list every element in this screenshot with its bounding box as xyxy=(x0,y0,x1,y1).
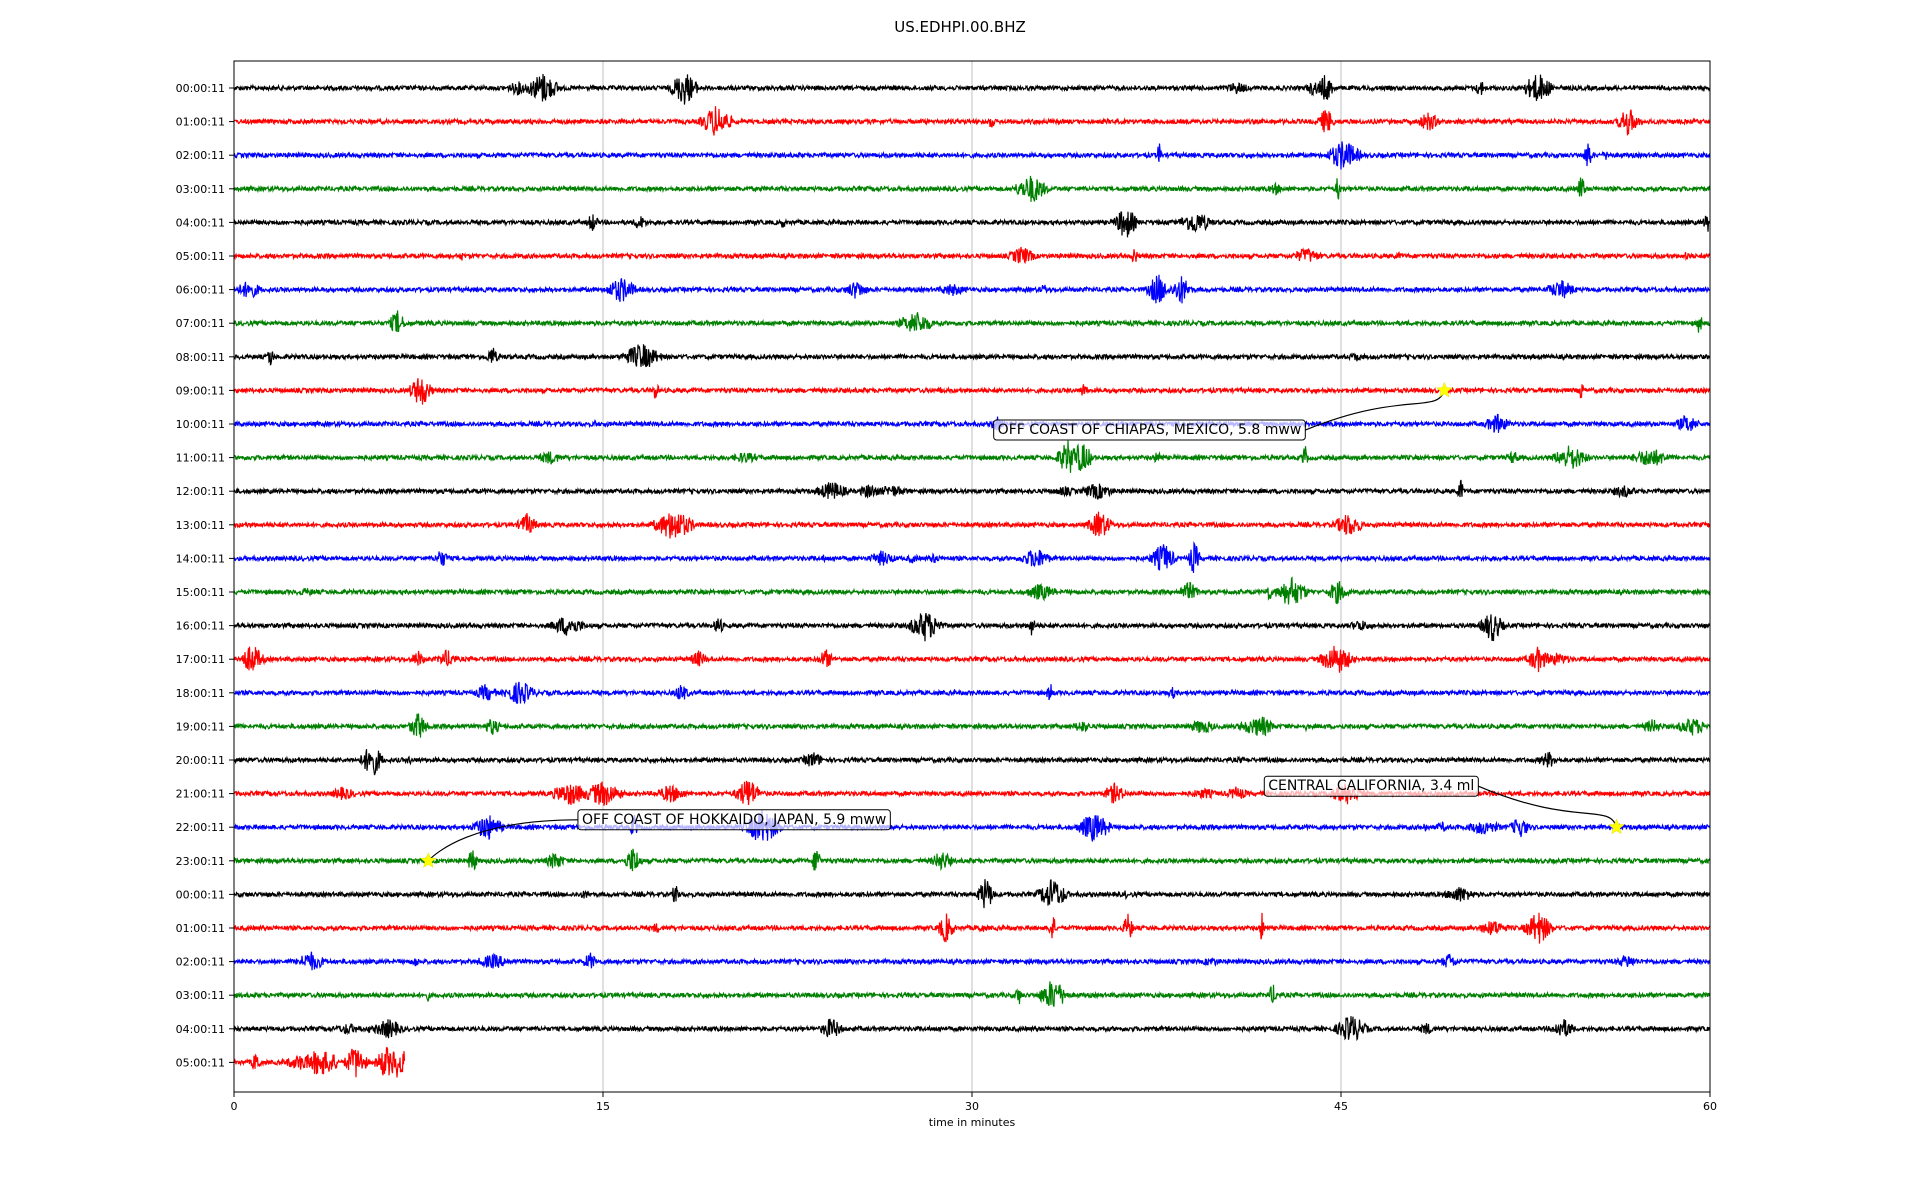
seismic-trace-row-8 xyxy=(234,344,1710,368)
y-tick-label: 07:00:11 xyxy=(176,317,225,330)
seismic-trace-row-17 xyxy=(234,645,1710,673)
y-tick-layer: 00:00:11 01:00:11 02:00:11 03:00:11 04:00:11… xyxy=(176,82,234,1069)
y-tick-label: 01:00:11 xyxy=(176,922,225,935)
y-tick-label: 15:00:11 xyxy=(176,586,225,599)
y-tick-label: 22:00:11 xyxy=(176,821,225,834)
seismic-trace-row-25 xyxy=(234,912,1710,944)
seismic-trace-row-28 xyxy=(234,1016,1710,1042)
y-tick-label: 21:00:11 xyxy=(176,788,225,801)
seismic-trace-row-6 xyxy=(234,274,1710,304)
seismic-trace-row-22 xyxy=(234,810,1710,842)
event-label-text: OFF COAST OF CHIAPAS, MEXICO, 5.8 mww xyxy=(998,422,1302,438)
x-tick-layer: 0 15 30 45 60 xyxy=(231,1092,1717,1113)
seismic-trace-row-19 xyxy=(234,713,1710,738)
seismic-trace-row-4 xyxy=(234,211,1710,238)
seismic-trace-row-3 xyxy=(234,175,1710,202)
seismic-trace-row-26 xyxy=(234,951,1710,971)
y-tick-label: 04:00:11 xyxy=(176,216,225,229)
seismic-trace-row-5 xyxy=(234,246,1710,265)
y-tick-label: 06:00:11 xyxy=(176,284,225,297)
event-connector xyxy=(1478,785,1618,828)
y-tick-label: 09:00:11 xyxy=(176,384,225,397)
y-tick-label: 03:00:11 xyxy=(176,989,225,1002)
y-tick-label: 01:00:11 xyxy=(176,116,225,129)
y-tick-label: 23:00:11 xyxy=(176,855,225,868)
y-tick-label: 19:00:11 xyxy=(176,720,225,733)
seismic-trace-row-1 xyxy=(234,106,1710,136)
x-tick-label: 30 xyxy=(965,1100,979,1113)
event-star-icon xyxy=(1436,381,1453,398)
y-tick-label: 03:00:11 xyxy=(176,183,225,196)
seismic-trace-row-24 xyxy=(234,879,1710,909)
grid-layer xyxy=(602,61,1342,1092)
seismic-trace-row-14 xyxy=(234,540,1710,573)
y-tick-label: 20:00:11 xyxy=(176,754,225,767)
seismic-trace-row-29 xyxy=(234,1046,406,1078)
event-connector xyxy=(1305,390,1445,431)
annotation-layer: OFF COAST OF CHIAPAS, MEXICO, 5.8 mww CEN… xyxy=(420,381,1625,868)
seismic-trace-row-20 xyxy=(234,749,1710,776)
y-tick-label: 00:00:11 xyxy=(176,82,225,95)
seismic-trace-row-12 xyxy=(234,479,1710,500)
seismic-trace-row-27 xyxy=(234,981,1710,1007)
event-star-icon xyxy=(1608,818,1625,835)
y-tick-label: 00:00:11 xyxy=(176,888,225,901)
x-tick-label: 0 xyxy=(231,1100,238,1113)
x-tick-label: 45 xyxy=(1334,1100,1348,1113)
y-tick-label: 05:00:11 xyxy=(176,250,225,263)
y-tick-label: 04:00:11 xyxy=(176,1023,225,1036)
y-tick-label: 02:00:11 xyxy=(176,956,225,969)
y-tick-label: 08:00:11 xyxy=(176,351,225,364)
seismic-trace-row-10 xyxy=(234,413,1710,433)
event-connector xyxy=(427,819,578,862)
chart-title: US.EDHPI.00.BHZ xyxy=(894,18,1026,36)
y-tick-label: 11:00:11 xyxy=(176,452,225,465)
seismic-trace-row-13 xyxy=(234,511,1710,539)
event-label-text: OFF COAST OF HOKKAIDO, JAPAN, 5.9 mww xyxy=(582,812,886,828)
y-tick-label: 02:00:11 xyxy=(176,149,225,162)
y-tick-label: 10:00:11 xyxy=(176,418,225,431)
event-label-text: CENTRAL CALIFORNIA, 3.4 ml xyxy=(1268,778,1474,794)
y-tick-label: 17:00:11 xyxy=(176,653,225,666)
seismic-trace-row-18 xyxy=(234,681,1710,705)
seismic-trace-row-11 xyxy=(234,440,1710,473)
x-tick-label: 60 xyxy=(1703,1100,1717,1113)
seismic-trace-row-15 xyxy=(234,576,1710,605)
seismic-trace-row-7 xyxy=(234,310,1710,333)
trace-layer xyxy=(234,73,1710,1078)
y-tick-label: 16:00:11 xyxy=(176,620,225,633)
x-tick-label: 15 xyxy=(596,1100,610,1113)
y-tick-label: 13:00:11 xyxy=(176,519,225,532)
y-tick-label: 14:00:11 xyxy=(176,552,225,565)
y-tick-label: 18:00:11 xyxy=(176,687,225,700)
seismic-trace-row-2 xyxy=(234,141,1710,170)
seismic-trace-row-0 xyxy=(234,73,1710,105)
seismic-trace-row-23 xyxy=(234,848,1710,872)
y-tick-label: 05:00:11 xyxy=(176,1056,225,1069)
y-tick-label: 12:00:11 xyxy=(176,485,225,498)
seismic-trace-row-9 xyxy=(234,378,1710,405)
event-star-icon xyxy=(420,852,437,868)
seismic-trace-row-16 xyxy=(234,613,1710,642)
x-axis-label: time in minutes xyxy=(929,1116,1016,1129)
